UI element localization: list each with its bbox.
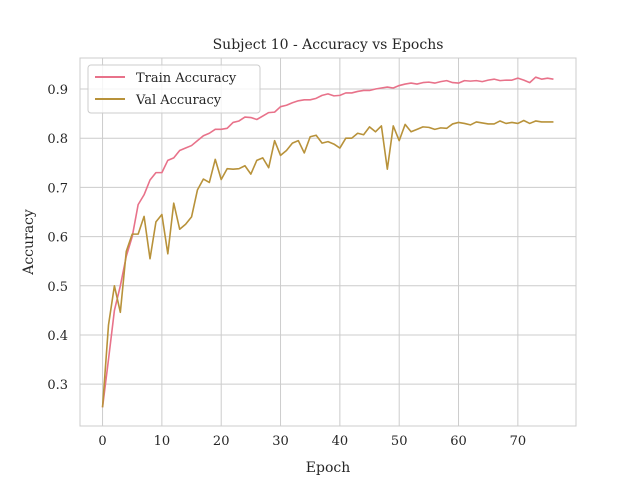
series-line-val-accuracy [101,119,554,408]
x-tick-label: 20 [213,434,230,449]
legend: Train Accuracy Val Accuracy [87,64,261,114]
y-tick-label: 0.6 [47,231,68,246]
x-tick-label: 60 [450,434,467,449]
legend-box [87,64,261,114]
series-line-train-accuracy [101,76,554,408]
y-tick-label: 0.8 [47,132,68,147]
x-tick-label: 50 [391,434,408,449]
legend-label-train: Train Accuracy [136,71,237,86]
y-axis-label: Accuracy [21,209,37,276]
x-axis-label: Epoch [306,460,350,476]
y-tick-label: 0.5 [47,280,68,295]
y-tick-label: 0.9 [47,83,68,98]
y-tick-label: 0.4 [47,329,68,344]
series-lines [101,76,554,408]
x-tick-label: 30 [272,434,289,449]
x-axis-ticks: 0 10 20 30 40 50 60 70 [98,434,526,449]
grid-lines [80,58,576,426]
x-tick-label: 0 [98,434,106,449]
x-tick-label: 10 [154,434,171,449]
y-tick-label: 0.7 [47,181,68,196]
legend-label-val: Val Accuracy [135,93,222,108]
chart-title: Subject 10 - Accuracy vs Epochs [213,37,444,53]
x-tick-label: 70 [510,434,527,449]
plot-area-frame [79,57,577,427]
y-axis-ticks: 0.3 0.4 0.5 0.6 0.7 0.8 0.9 [47,83,68,393]
x-tick-label: 40 [332,434,349,449]
y-tick-label: 0.3 [47,378,68,393]
